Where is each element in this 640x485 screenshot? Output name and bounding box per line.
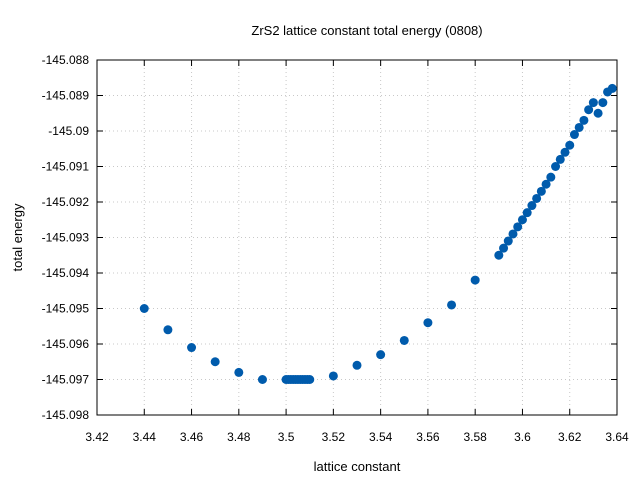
x-tick-label: 3.58 bbox=[464, 430, 488, 444]
y-tick-label: -145.096 bbox=[42, 337, 90, 351]
data-point bbox=[187, 343, 197, 353]
x-tick-label: 3.56 bbox=[416, 430, 440, 444]
data-point bbox=[541, 179, 551, 189]
data-point bbox=[508, 229, 518, 239]
x-tick-label: 3.44 bbox=[133, 430, 157, 444]
y-tick-label: -145.091 bbox=[42, 160, 90, 174]
y-tick-label: -145.098 bbox=[42, 408, 90, 422]
x-tick-label: 3.52 bbox=[322, 430, 346, 444]
y-tick-label: -145.089 bbox=[42, 89, 90, 103]
x-tick-label: 3.46 bbox=[180, 430, 204, 444]
data-point bbox=[399, 335, 409, 345]
data-point bbox=[494, 250, 504, 260]
x-tick-label: 3.5 bbox=[278, 430, 295, 444]
data-point bbox=[447, 300, 457, 310]
data-point bbox=[210, 357, 220, 367]
x-axis-label: lattice constant bbox=[314, 459, 401, 474]
data-point bbox=[569, 130, 579, 140]
data-point bbox=[527, 201, 537, 211]
data-point bbox=[565, 140, 575, 150]
data-point bbox=[588, 98, 598, 108]
data-point bbox=[536, 186, 546, 196]
chart-title: ZrS2 lattice constant total energy (0808… bbox=[251, 23, 482, 38]
axis-ticks bbox=[96, 59, 618, 416]
y-tick-label: -145.095 bbox=[42, 302, 90, 316]
x-tick-labels: 3.42 3.44 3.46 3.48 3.5 3.52 3.54 3.56 3.58 3.6 3.… bbox=[85, 430, 629, 444]
y-tick-label: -145.092 bbox=[42, 195, 90, 209]
data-point bbox=[593, 108, 603, 118]
data-point bbox=[503, 236, 513, 246]
y-tick-label: -145.088 bbox=[42, 53, 90, 67]
data-point bbox=[607, 83, 617, 93]
data-point bbox=[328, 371, 338, 381]
y-tick-label: -145.09 bbox=[48, 124, 89, 138]
data-point bbox=[352, 360, 362, 370]
data-point bbox=[499, 243, 509, 253]
y-tick-label: -145.093 bbox=[42, 231, 90, 245]
data-point bbox=[598, 98, 608, 108]
x-tick-label: 3.42 bbox=[85, 430, 109, 444]
data-point bbox=[574, 122, 584, 132]
grid-lines bbox=[97, 60, 617, 415]
data-point bbox=[555, 154, 565, 164]
data-point bbox=[584, 105, 594, 115]
x-tick-label: 3.6 bbox=[514, 430, 531, 444]
y-tick-label: -145.094 bbox=[42, 266, 90, 280]
data-point bbox=[517, 215, 527, 225]
data-point bbox=[234, 367, 244, 377]
data-point bbox=[257, 375, 267, 384]
data-point bbox=[560, 147, 570, 157]
data-points bbox=[139, 83, 617, 384]
x-tick-label: 3.64 bbox=[605, 430, 629, 444]
data-point bbox=[423, 318, 433, 328]
y-tick-label: -145.097 bbox=[42, 373, 90, 387]
data-point bbox=[551, 162, 561, 171]
data-point bbox=[546, 172, 556, 182]
data-point bbox=[513, 222, 523, 232]
x-tick-label: 3.62 bbox=[558, 430, 582, 444]
data-point bbox=[579, 115, 589, 125]
data-point bbox=[470, 275, 480, 285]
x-tick-label: 3.54 bbox=[369, 430, 393, 444]
y-axis-label: total energy bbox=[10, 203, 25, 271]
data-point bbox=[139, 304, 149, 313]
data-point bbox=[163, 325, 173, 335]
data-point bbox=[522, 208, 532, 218]
x-tick-label: 3.48 bbox=[227, 430, 251, 444]
data-point bbox=[532, 193, 542, 203]
data-point bbox=[305, 375, 315, 384]
y-tick-labels: -145.088 -145.089 -145.09 -145.091 -145.092 -… bbox=[42, 53, 90, 422]
data-point bbox=[376, 350, 386, 360]
